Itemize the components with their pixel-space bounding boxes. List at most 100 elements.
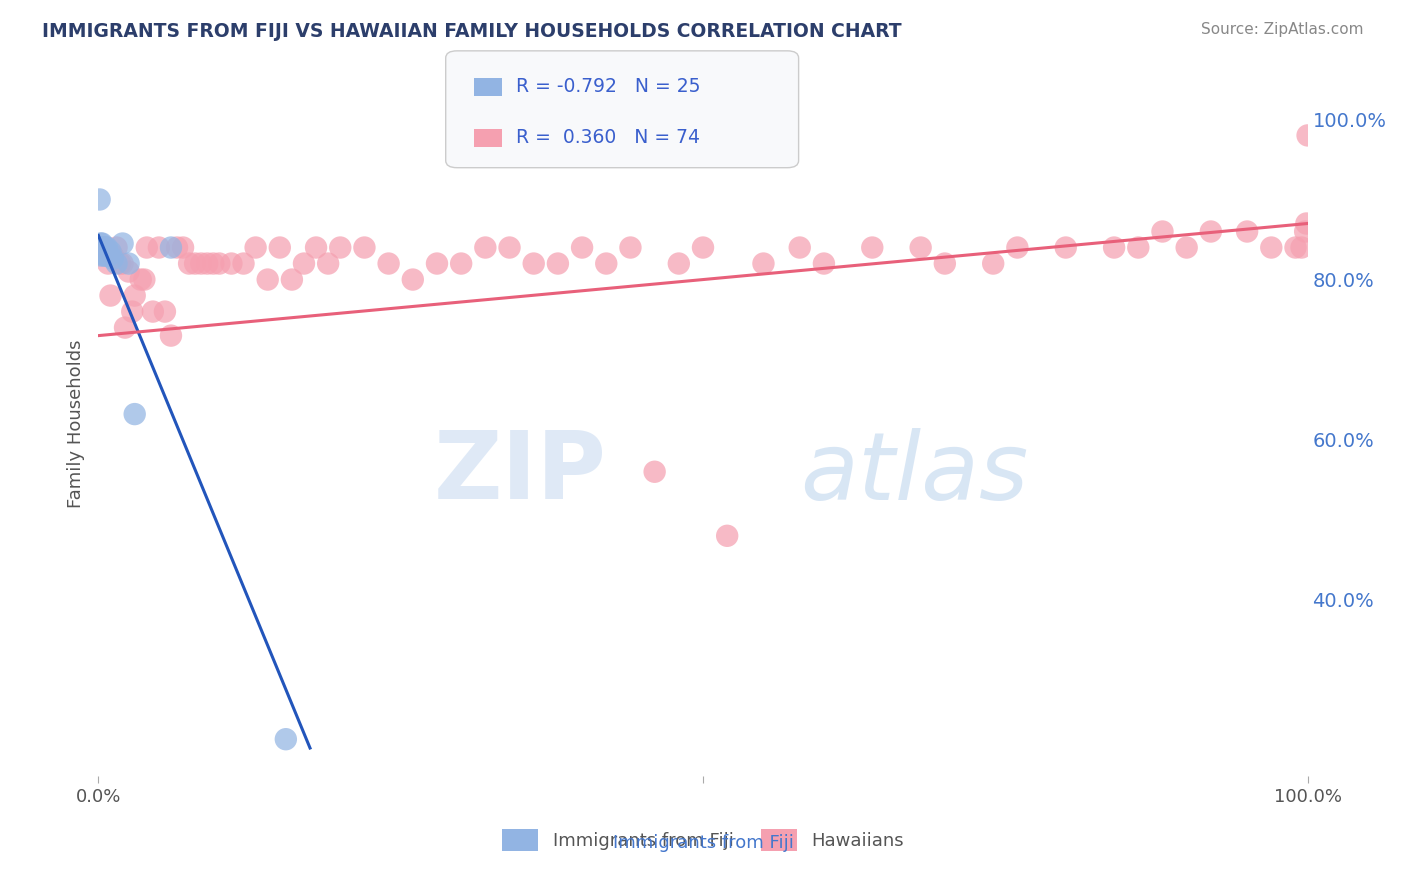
Point xyxy=(245,241,267,255)
Text: Immigrants from Fiji: Immigrants from Fiji xyxy=(613,834,793,852)
Text: Source: ZipAtlas.com: Source: ZipAtlas.com xyxy=(1201,22,1364,37)
Point xyxy=(124,288,146,302)
Point xyxy=(91,241,114,255)
Point xyxy=(221,256,243,270)
Point xyxy=(232,256,254,270)
Point xyxy=(1260,241,1282,255)
Point xyxy=(129,272,152,286)
Point xyxy=(96,241,118,255)
Point xyxy=(860,241,883,255)
Point xyxy=(1054,241,1077,255)
Point xyxy=(716,529,738,543)
Point xyxy=(692,241,714,255)
Point xyxy=(134,272,156,286)
Point xyxy=(111,256,134,270)
Text: R = -0.792   N = 25: R = -0.792 N = 25 xyxy=(516,78,700,96)
Point xyxy=(571,241,593,255)
Point xyxy=(97,248,120,262)
Point xyxy=(101,252,124,266)
Point xyxy=(208,256,231,270)
Text: R =  0.360   N = 74: R = 0.360 N = 74 xyxy=(516,128,700,147)
Point xyxy=(256,272,278,286)
Point xyxy=(474,241,496,255)
Point xyxy=(1294,225,1316,239)
Point xyxy=(377,256,399,270)
Point xyxy=(450,256,472,270)
Point xyxy=(94,248,117,262)
Point xyxy=(281,272,304,286)
Point xyxy=(981,256,1004,270)
Point xyxy=(93,241,115,255)
Point xyxy=(274,732,297,747)
Point xyxy=(94,241,117,255)
Point xyxy=(523,256,546,270)
Text: atlas: atlas xyxy=(800,427,1028,518)
Point xyxy=(100,288,122,302)
Point xyxy=(96,244,118,259)
Point xyxy=(166,241,188,255)
Point xyxy=(91,236,114,251)
Point xyxy=(595,256,617,270)
Point xyxy=(1199,225,1222,239)
Point xyxy=(108,256,131,270)
Point xyxy=(100,244,122,259)
Point xyxy=(153,304,176,318)
Point xyxy=(1284,241,1306,255)
Point xyxy=(90,241,112,255)
Point xyxy=(114,320,136,334)
Point xyxy=(97,256,120,270)
Point xyxy=(184,256,207,270)
Point xyxy=(1152,225,1174,239)
Point xyxy=(910,241,932,255)
Point xyxy=(1102,241,1125,255)
Point xyxy=(190,256,212,270)
Point xyxy=(1175,241,1198,255)
Point xyxy=(118,256,141,270)
Point xyxy=(402,272,425,286)
Point xyxy=(329,241,352,255)
Point xyxy=(148,241,170,255)
Point xyxy=(179,256,201,270)
Point xyxy=(269,241,291,255)
Point xyxy=(93,241,115,255)
Point xyxy=(202,256,225,270)
Point xyxy=(1296,128,1319,143)
Point xyxy=(124,407,146,421)
Point xyxy=(1128,241,1150,255)
Point xyxy=(752,256,775,270)
Point xyxy=(934,256,956,270)
Point xyxy=(1007,241,1029,255)
Point xyxy=(789,241,811,255)
Point xyxy=(1295,217,1317,231)
Point xyxy=(195,256,218,270)
Point xyxy=(105,241,128,255)
Point xyxy=(172,241,194,255)
Point xyxy=(644,465,666,479)
Point xyxy=(619,241,641,255)
Point xyxy=(813,256,835,270)
Y-axis label: Family Households: Family Households xyxy=(66,340,84,508)
Point xyxy=(118,264,141,278)
Legend: Immigrants from Fiji, Hawaiians: Immigrants from Fiji, Hawaiians xyxy=(495,822,911,859)
Point xyxy=(668,256,690,270)
Point xyxy=(142,304,165,318)
Point xyxy=(91,241,114,255)
Point xyxy=(498,241,520,255)
Point xyxy=(93,248,115,262)
Point xyxy=(316,256,339,270)
Text: IMMIGRANTS FROM FIJI VS HAWAIIAN FAMILY HOUSEHOLDS CORRELATION CHART: IMMIGRANTS FROM FIJI VS HAWAIIAN FAMILY … xyxy=(42,22,901,41)
Point xyxy=(160,241,183,255)
Point xyxy=(121,304,143,318)
Point xyxy=(90,248,112,262)
Point xyxy=(1291,241,1313,255)
Point xyxy=(90,236,112,251)
Point xyxy=(98,248,121,262)
Point xyxy=(94,242,117,256)
Point xyxy=(292,256,315,270)
Point xyxy=(1236,225,1258,239)
Point xyxy=(426,256,449,270)
Point xyxy=(160,328,183,343)
Point xyxy=(305,241,328,255)
Point xyxy=(91,241,114,255)
Text: ZIP: ZIP xyxy=(433,427,606,519)
